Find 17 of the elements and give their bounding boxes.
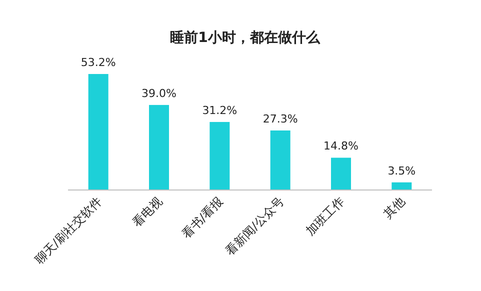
bar <box>149 104 169 190</box>
data-label: 14.8% <box>324 140 358 153</box>
data-label: 3.5% <box>388 164 416 178</box>
bar <box>210 122 230 190</box>
data-label: 31.2% <box>202 104 238 117</box>
data-label: 53.2% <box>80 56 116 69</box>
bar <box>88 74 108 190</box>
bar <box>331 158 351 190</box>
bar <box>392 182 412 190</box>
x-tick-label: 其他 <box>380 194 408 222</box>
data-label: 39.0% <box>142 86 176 100</box>
x-tick-label: 聊天/刷社交软件 <box>32 194 104 266</box>
bar <box>270 130 290 190</box>
data-label: 27.3% <box>262 112 298 126</box>
chart-title: 睡前1小时，都在做什么 <box>170 30 321 46</box>
x-tick-label: 看电视 <box>130 194 166 230</box>
x-tick-label: 加班工作 <box>303 194 348 238</box>
